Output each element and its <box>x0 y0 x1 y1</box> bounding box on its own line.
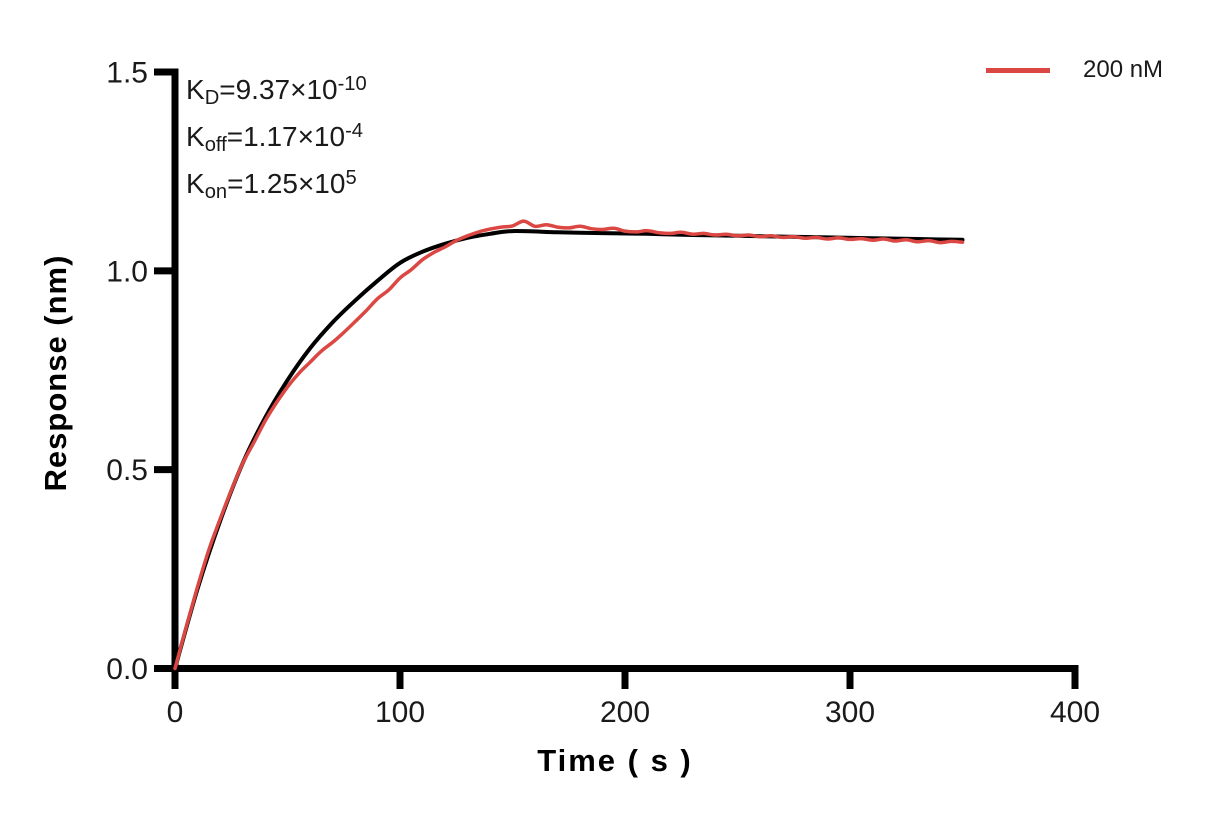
koff-annotation: Koff=1.17×10-4 <box>186 113 367 160</box>
x-tick-label: 400 <box>1050 696 1100 729</box>
legend-line-swatch <box>986 67 1050 73</box>
kon-annotation: Kon=1.25×105 <box>186 160 367 207</box>
kon-value: =1.25×10 <box>227 168 346 199</box>
kd-subscript: D <box>204 87 220 110</box>
x-tick-label: 300 <box>825 696 875 729</box>
kd-annotation: KD=9.37×10-10 <box>186 66 367 113</box>
kd-exponent: -10 <box>337 72 367 95</box>
x-axis-title: Time ( s ) <box>537 743 693 778</box>
y-tick-label: 0.5 <box>106 454 148 487</box>
koff-value: =1.17×10 <box>226 121 346 152</box>
x-tick-label: 0 <box>167 696 184 729</box>
legend-label: 200 nM <box>1083 56 1164 83</box>
kon-subscript: on <box>204 181 228 204</box>
fit-curve <box>173 229 965 671</box>
y-tick-label: 1.5 <box>106 56 148 89</box>
y-tick-label: 1.0 <box>106 255 148 288</box>
measured-curve <box>173 219 965 671</box>
koff-exponent: -4 <box>345 119 364 142</box>
kon-symbol: K <box>186 168 205 199</box>
koff-subscript: off <box>204 134 227 157</box>
x-tick-label: 100 <box>375 696 425 729</box>
koff-symbol: K <box>186 121 205 152</box>
y-axis-title: Response (nm) <box>38 254 73 492</box>
kd-symbol: K <box>186 74 205 105</box>
y-tick-label: 0.0 <box>106 653 148 686</box>
kon-exponent: 5 <box>345 166 357 189</box>
x-tick-label: 200 <box>600 696 650 729</box>
kd-value: =9.37×10 <box>219 74 338 105</box>
legend: 200 nM <box>986 56 1196 84</box>
kinetics-annotations: KD=9.37×10-10 Koff=1.17×10-4 Kon=1.25×10… <box>186 66 367 207</box>
